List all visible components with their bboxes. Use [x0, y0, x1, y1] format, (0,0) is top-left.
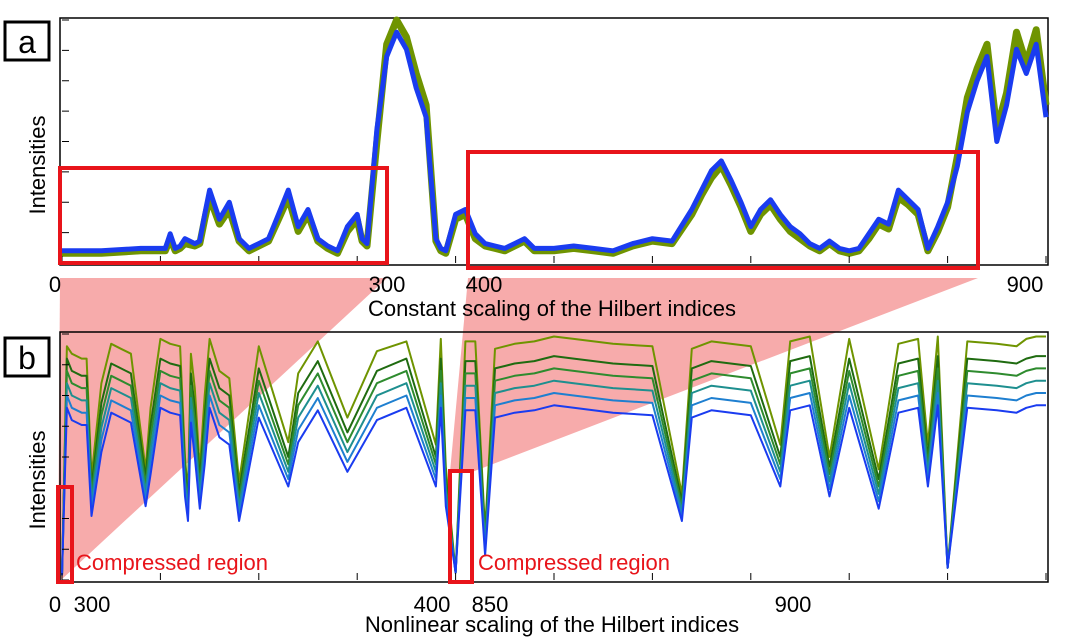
compressed-region-box-left	[56, 485, 74, 584]
tick-label-b-850: 850	[472, 592, 509, 617]
tick-label-b-900: 900	[775, 592, 812, 617]
highlight-box-left	[58, 166, 389, 265]
projection-wedge-left	[58, 278, 387, 580]
compressed-region-label-left: Compressed region	[76, 550, 268, 575]
panel-b: b Compressed region Compressed region In…	[3, 331, 1049, 637]
xlabel-b: Nonlinear scaling of the Hilbert indices	[365, 612, 739, 637]
panel-b-label-box	[3, 336, 51, 378]
plot-a-frame	[59, 17, 1049, 266]
panel-b-label: b	[18, 340, 36, 376]
compressed-region-box-right	[448, 469, 474, 584]
tick-label-b-300: 300	[74, 592, 111, 617]
series-line-a-0	[62, 29, 1049, 254]
tick-label-a-300: 300	[369, 272, 406, 297]
plot-b-series	[61, 335, 1046, 576]
projection-wedge-right	[450, 278, 978, 472]
plot-b-frame	[59, 331, 1049, 583]
tick-label-a-400: 400	[466, 272, 503, 297]
compressed-region-label-right: Compressed region	[478, 550, 670, 575]
tick-label-b-0: 0	[49, 592, 61, 617]
tick-label-b-400: 400	[414, 592, 451, 617]
ylabel-b: Intensities	[25, 430, 50, 529]
highlight-box-right	[466, 150, 980, 270]
panel-a-label-box	[3, 20, 51, 62]
plot-a-ticks	[61, 19, 1047, 264]
panel-a-label: a	[18, 24, 36, 60]
tick-label-a-0: 0	[49, 272, 61, 297]
panel-a: a Intensities 0 300 400 900 Constant sca…	[3, 16, 1050, 321]
xlabel-a: Constant scaling of the Hilbert indices	[368, 296, 736, 321]
ylabel-a: Intensities	[25, 115, 50, 214]
tick-label-a-900: 900	[1007, 272, 1044, 297]
plot-a-series	[62, 16, 1050, 257]
series-line-b-5	[61, 404, 1046, 576]
series-line-a-1	[62, 16, 1050, 257]
